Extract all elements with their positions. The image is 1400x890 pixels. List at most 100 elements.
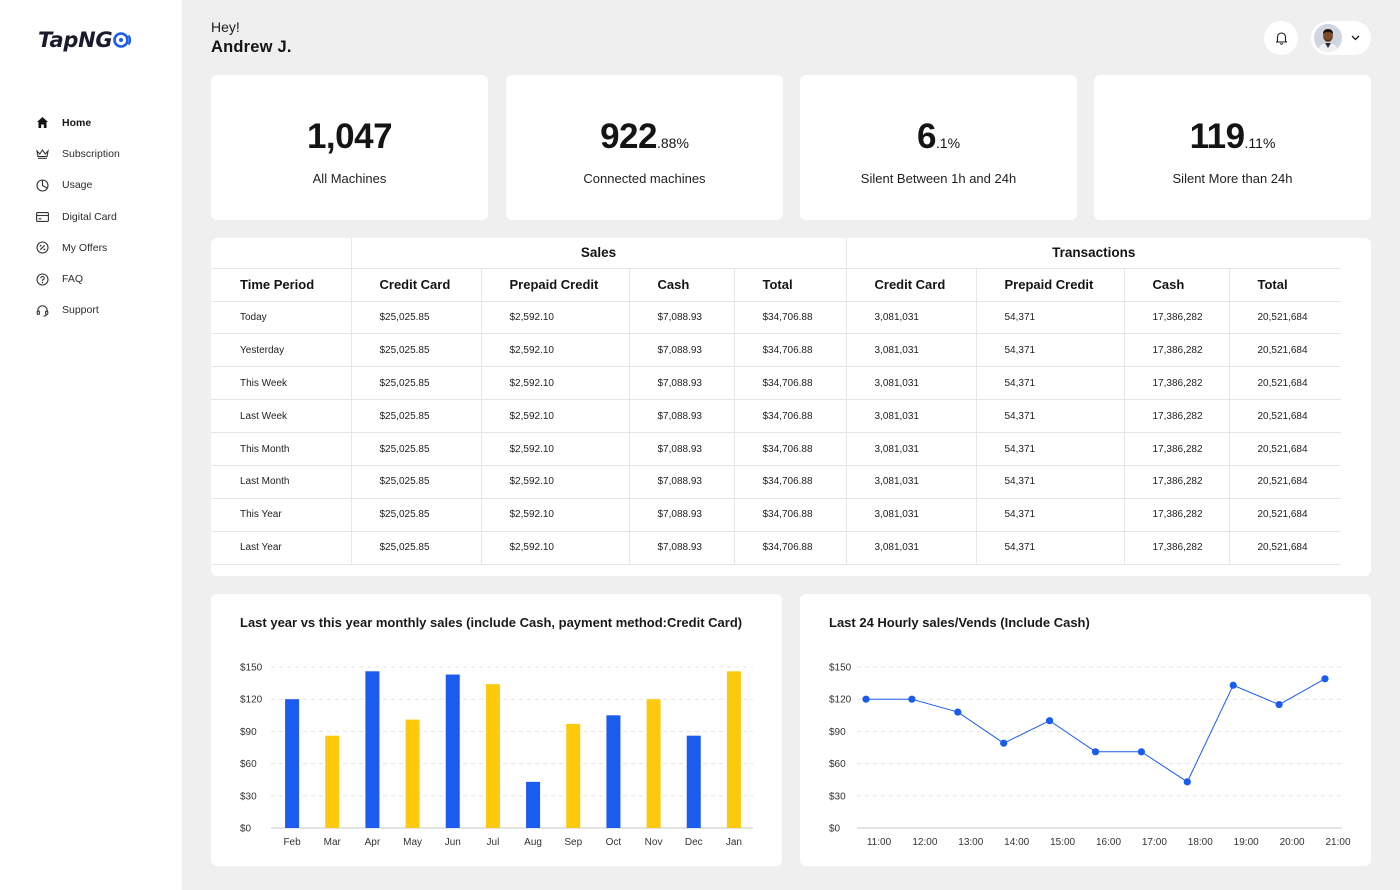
monthly-sales-bar-chart: $150 $120 $90 $60 $30 $0 Feb Mar Apr May Jun Jul Aug… [240,663,753,848]
time-period-cell: Last Week [211,399,351,434]
sidebar-nav: Home Subscription Usage Digital Card My … [35,107,175,326]
column-header[interactable]: Total [1228,268,1341,302]
table-row[interactable]: Last Month $25,025.85 $2,592.10 $7,088.93 $3… [211,465,1341,499]
column-header[interactable]: Credit Card [350,268,481,302]
stat-card-silent-24h[interactable]: 119.11% Silent More than 24h [1094,75,1371,220]
table-cell: 3,081,031 [845,465,976,499]
column-header[interactable]: Cash [628,268,734,302]
x-tick-label: Mar [324,837,342,848]
column-header[interactable]: Cash [1123,268,1229,302]
table-cell: $2,592.10 [480,531,629,565]
x-tick-label: 17:00 [1142,837,1167,848]
table-cell: 17,386,282 [1123,399,1229,434]
x-tick-label: 13:00 [958,837,983,848]
table-cell: 3,081,031 [845,333,976,368]
data-point-1200 [908,695,916,703]
column-header[interactable]: Prepaid Credit [480,268,629,302]
x-tick-label: 20:00 [1280,837,1305,848]
data-point-2000 [1275,700,1283,709]
sidebar-item-digital-card[interactable]: Digital Card [35,201,175,232]
table-cell: $34,706.88 [733,333,846,368]
table-cell: $7,088.93 [628,531,734,565]
y-tick-label: $120 [240,695,263,706]
table-cell: $25,025.85 [350,333,481,368]
brand-name: TapNG [38,28,113,52]
sidebar-item-label: Subscription [62,147,120,160]
table-cell: 20,521,684 [1228,301,1341,335]
column-header[interactable]: Prepaid Credit [975,268,1124,302]
table-cell: 54,371 [975,399,1124,434]
y-tick-label: $120 [829,695,852,706]
greeting-text: Hey! [211,19,240,35]
table-cell: 54,371 [975,333,1124,368]
bar-feb [285,699,300,828]
profile-menu[interactable] [1311,21,1371,55]
brand-logo[interactable]: TapNG [38,28,133,52]
table-cell: $2,592.10 [480,333,629,368]
bar-sep [566,723,581,828]
series-line [866,678,1326,783]
column-header[interactable]: Total [733,268,846,302]
table-cell: $7,088.93 [628,432,734,466]
stat-card-all-machines[interactable]: 1,047 All Machines [211,75,488,220]
sidebar-item-subscription[interactable]: Subscription [35,138,175,169]
table-cell: 54,371 [975,498,1124,532]
stat-value: 922.88% [600,117,689,156]
bar-jan [726,671,741,828]
table-row[interactable]: Last Week $25,025.85 $2,592.10 $7,088.93 $34… [211,399,1341,434]
table-cell: 17,386,282 [1123,432,1229,466]
table-cell: $2,592.10 [480,465,629,499]
y-tick-label: $30 [240,791,257,802]
time-period-cell: Today [211,301,351,335]
table-cell: 20,521,684 [1228,498,1341,532]
time-period-cell: Yesterday [211,333,351,368]
table-cell: $25,025.85 [350,366,481,401]
x-tick-label: Feb [283,837,301,848]
y-tick-label: $150 [240,663,263,674]
monthly-sales-chart-card: Last year vs this year monthly sales (in… [211,594,782,866]
column-header[interactable]: Credit Card [845,268,976,302]
x-tick-label: Aug [524,837,542,848]
sidebar-item-usage[interactable]: Usage [35,170,175,201]
sidebar-item-home[interactable]: Home [35,107,175,138]
time-period-cell: This Week [211,366,351,401]
column-header[interactable]: Time Period [211,268,351,302]
stat-label: Silent Between 1h and 24h [860,171,1017,186]
table-cell: 3,081,031 [845,432,976,466]
group-header-empty [211,238,351,269]
table-cell: $34,706.88 [733,531,846,565]
table-cell: 54,371 [975,301,1124,335]
table-row[interactable]: Last Year $25,025.85 $2,592.10 $7,088.93 $34… [211,531,1341,565]
sidebar-item-my-offers[interactable]: My Offers [35,232,175,263]
table-cell: $2,592.10 [480,366,629,401]
sidebar-item-faq[interactable]: FAQ [35,263,175,294]
table-row[interactable]: This Month $25,025.85 $2,592.10 $7,088.93 $3… [211,432,1341,466]
logo-signal-icon [113,32,132,48]
table-row[interactable]: This Year $25,025.85 $2,592.10 $7,088.93 $34… [211,498,1341,532]
time-period-cell: This Month [211,432,351,466]
table-cell: 3,081,031 [845,399,976,434]
table-cell: $34,706.88 [733,465,846,499]
bar-nov [646,699,661,828]
stat-card-connected-machines[interactable]: 922.88% Connected machines [506,75,783,220]
user-name: Andrew J. [211,38,292,56]
sidebar: TapNG Home Subscription Usage [0,0,182,890]
table-cell: 20,521,684 [1228,465,1341,499]
time-period-cell: Last Year [211,531,351,565]
x-tick-label: Oct [606,837,622,848]
notifications-button[interactable] [1264,21,1298,55]
sidebar-item-support[interactable]: Support [35,295,175,326]
x-tick-label: Jan [726,837,742,848]
table-row[interactable]: This Week $25,025.85 $2,592.10 $7,088.93 $34… [211,366,1341,401]
data-point-1100 [862,695,870,703]
table-row[interactable]: Today $25,025.85 $2,592.10 $7,088.93 $34,706… [211,301,1341,335]
stat-card-silent-1h-24h[interactable]: 6.1% Silent Between 1h and 24h [800,75,1077,220]
question-icon [35,272,49,286]
table-cell: 17,386,282 [1123,498,1229,532]
pie-chart-icon [35,178,49,192]
credit-card-icon [35,210,49,224]
table-row[interactable]: Yesterday $25,025.85 $2,592.10 $7,088.93 $34… [211,333,1341,368]
y-tick-label: $30 [829,791,846,802]
table-cell: 20,521,684 [1228,531,1341,565]
table-cell: $25,025.85 [350,498,481,532]
